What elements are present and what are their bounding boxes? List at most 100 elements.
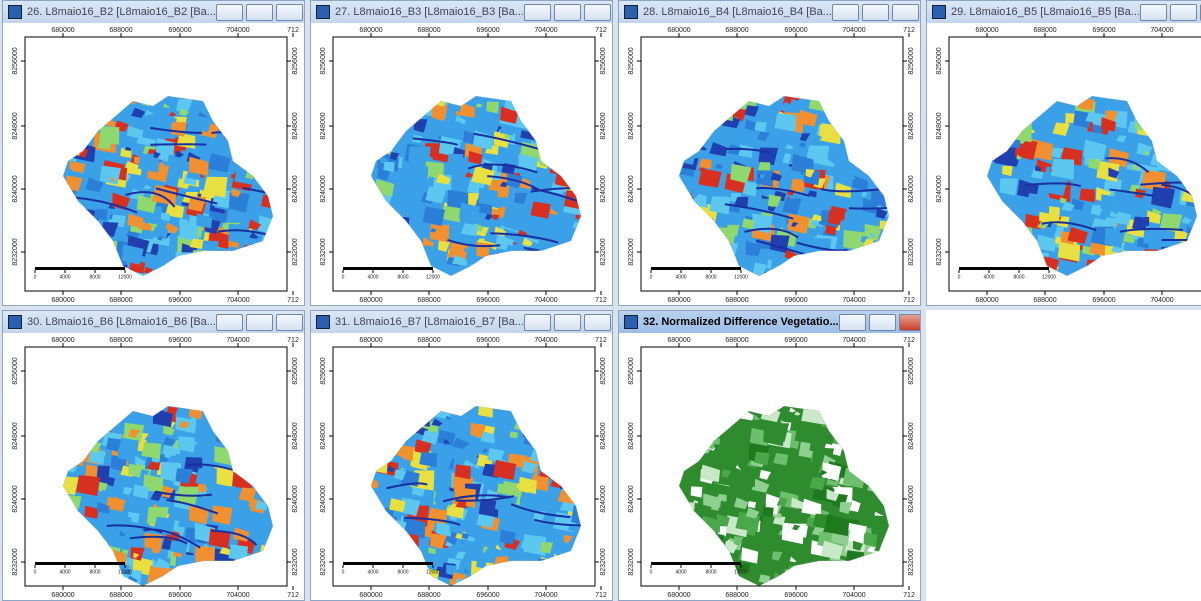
raster-patch — [1173, 155, 1195, 174]
raster-patch — [1003, 123, 1018, 136]
minimize-button[interactable] — [1140, 4, 1167, 21]
x-tick-label: 696000 — [784, 337, 807, 344]
raster-patch — [161, 277, 166, 282]
minimize-button[interactable] — [839, 314, 866, 331]
raster-patch — [873, 110, 885, 120]
y-tick-label: 8256000 — [292, 47, 299, 74]
raster-patch — [711, 261, 717, 267]
maximize-button[interactable] — [554, 4, 581, 21]
raster-patch — [251, 270, 259, 278]
raster-patch — [253, 261, 264, 272]
raster-patch — [573, 410, 588, 424]
raster-patch — [201, 270, 209, 274]
minimize-button[interactable] — [524, 314, 551, 331]
raster-patch — [814, 565, 821, 571]
raster-patch — [393, 247, 405, 258]
raster-patch — [827, 250, 846, 267]
x-tick-label: 680000 — [359, 592, 382, 599]
y-tick-label: 8240000 — [320, 485, 327, 512]
maximize-button[interactable] — [869, 314, 896, 331]
raster-patch — [245, 558, 265, 576]
x-tick-label: 688000 — [725, 592, 748, 599]
maximize-button[interactable] — [246, 4, 273, 21]
raster-patch — [757, 278, 768, 289]
raster-patch — [552, 135, 574, 154]
raster-patch — [224, 418, 237, 429]
close-button[interactable] — [276, 4, 303, 21]
x-tick-label: 704000 — [842, 337, 865, 344]
maximize-button[interactable] — [862, 4, 889, 21]
minimize-button[interactable] — [524, 4, 551, 21]
close-button[interactable] — [892, 4, 919, 21]
raster-patch — [698, 253, 706, 258]
raster-patch — [562, 136, 569, 141]
minimize-button[interactable] — [832, 4, 859, 21]
close-button[interactable] — [584, 4, 611, 21]
map-view: 6800006800006880006880006960006960007040… — [3, 23, 305, 306]
raster-patch — [781, 271, 800, 289]
scale-label: 12000 — [426, 569, 440, 575]
scale-label: 4000 — [675, 274, 686, 280]
raster-patch — [1025, 245, 1035, 255]
y-tick-label: 8240000 — [908, 485, 915, 512]
x-tick-label: 688000 — [725, 297, 748, 304]
raster-patch — [863, 418, 868, 423]
raster-patch — [366, 196, 375, 203]
raster-patch — [849, 562, 862, 575]
y-tick-label: 8248000 — [628, 112, 635, 139]
raster-patch — [575, 460, 585, 466]
raster-patch — [390, 97, 402, 106]
y-tick-label: 8232000 — [12, 548, 19, 575]
raster-patch — [1156, 139, 1175, 156]
x-tick-label: 680000 — [975, 297, 998, 304]
raster-patch — [1187, 149, 1200, 159]
x-tick-label: 712 — [903, 297, 915, 304]
raster-patch — [72, 127, 79, 132]
raster-patch — [266, 407, 279, 417]
minimize-button[interactable] — [216, 4, 243, 21]
raster-patch — [510, 579, 519, 585]
raster-patch — [776, 266, 781, 271]
raster-patch — [56, 101, 76, 117]
map-window: 30. L8maio16_B6 [L8maio16_B6 [Ba...68000… — [2, 310, 305, 601]
raster-patch — [695, 429, 717, 450]
y-tick-label: 8256000 — [320, 357, 327, 384]
raster-patch — [243, 245, 263, 264]
y-tick-label: 8232000 — [600, 238, 607, 265]
x-tick-label: 688000 — [109, 337, 132, 344]
raster-patch — [1177, 261, 1189, 271]
raster-patch — [101, 419, 109, 424]
close-button[interactable] — [899, 314, 920, 331]
close-button[interactable] — [276, 314, 303, 331]
raster-patch — [988, 111, 998, 119]
raster-patch — [223, 407, 234, 416]
raster-patch — [874, 274, 888, 285]
raster-patch — [883, 255, 901, 270]
raster-patch — [557, 120, 576, 136]
raster-patch — [1136, 265, 1154, 283]
close-button[interactable] — [584, 314, 611, 331]
raster-patch — [574, 247, 587, 256]
y-tick-label: 8248000 — [320, 112, 327, 139]
raster-patch — [545, 438, 567, 457]
raster-patch — [384, 98, 403, 116]
maximize-button[interactable] — [554, 314, 581, 331]
x-tick-label: 680000 — [51, 337, 74, 344]
raster-patch — [387, 216, 397, 224]
window-icon — [624, 315, 638, 329]
x-tick-label: 704000 — [226, 297, 249, 304]
raster-patch — [66, 534, 82, 549]
minimize-button[interactable] — [216, 314, 243, 331]
raster-patch — [874, 575, 891, 591]
raster-patch — [573, 417, 592, 435]
raster-patch — [1170, 274, 1188, 292]
raster-patch — [1159, 150, 1171, 161]
maximize-button[interactable] — [246, 314, 273, 331]
raster-patch — [65, 429, 77, 438]
raster-patch — [693, 542, 698, 547]
raster-patch — [684, 151, 692, 156]
raster-patch — [227, 258, 242, 269]
x-tick-label: 704000 — [226, 337, 249, 344]
window-icon — [316, 5, 330, 19]
maximize-button[interactable] — [1170, 4, 1197, 21]
